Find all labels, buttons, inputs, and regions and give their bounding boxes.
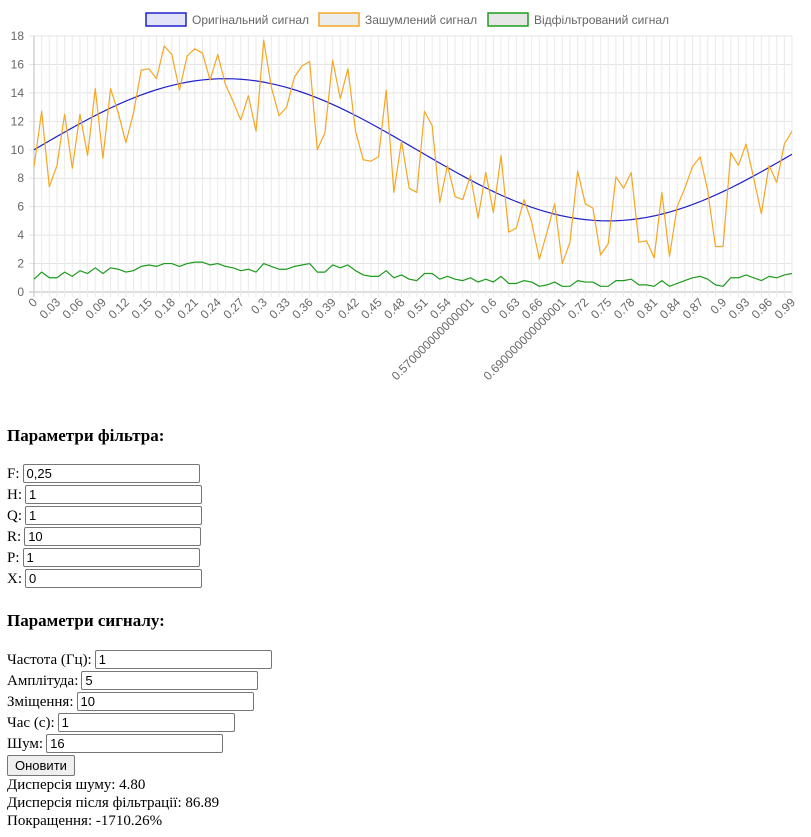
y-tick-label: 12 (11, 114, 25, 128)
offset-input[interactable] (76, 692, 254, 711)
chart-series (33, 39, 793, 287)
y-tick-label: 16 (11, 57, 25, 71)
signal-field-time: Час (с): (7, 713, 235, 734)
legend-label: Відфільтрований сигнал (534, 13, 669, 27)
x-tick-label: 0.78 (611, 295, 638, 322)
x-tick-label: 0.6 (478, 295, 500, 317)
series-line-1 (33, 39, 793, 265)
y-tick-label: 0 (17, 285, 24, 299)
x-tick-label: 0.63 (496, 295, 523, 322)
legend-item-0[interactable]: Оригінальний сигнал (145, 12, 309, 27)
legend-item-2[interactable]: Відфільтрований сигнал (487, 12, 669, 27)
time-label: Час (с): (7, 715, 55, 731)
offset-label: Зміщення: (7, 694, 74, 710)
x-tick-label: 0.12 (106, 295, 133, 322)
x-tick-label: 0.36 (289, 295, 316, 322)
x-tick-label: 0.96 (749, 295, 776, 322)
filter-field-f: F: (7, 464, 200, 485)
filtered-variance-text: Дисперсія після фільтрації: 86.89 (7, 795, 220, 811)
time-input[interactable] (57, 713, 235, 732)
x-tick-label: 0.33 (266, 295, 293, 322)
filter-field-h: H: (7, 485, 202, 506)
amplitude-input[interactable] (81, 671, 259, 690)
signal-field-noise: Шум: (7, 734, 224, 755)
improvement-text: Покращення: -1710.26% (7, 813, 163, 829)
x-tick-label: 0.45 (358, 295, 385, 322)
x-tick-label: 0.48 (381, 295, 408, 322)
filter-x-input[interactable] (25, 569, 202, 588)
filter-q-input[interactable] (25, 506, 202, 525)
x-tick-label: 0.9 (708, 295, 730, 317)
filter-f-input[interactable] (22, 464, 200, 483)
filter-r-label: R: (7, 529, 22, 545)
y-tick-label: 2 (17, 257, 24, 271)
legend-swatch (145, 12, 187, 27)
filter-field-p: P: (7, 548, 200, 569)
x-tick-label: 0.15 (129, 295, 156, 322)
legend-swatch (318, 12, 360, 27)
frequency-input[interactable] (94, 650, 272, 669)
noise-input[interactable] (46, 734, 224, 753)
chart-grid (29, 35, 793, 297)
filter-f-label: F: (7, 466, 20, 482)
filter-params-title: Параметри фільтра: (7, 426, 165, 445)
x-tick-label: 0.99 (772, 295, 799, 322)
signal-field-frequency: Частота (Гц): (7, 650, 272, 671)
y-tick-label: 18 (11, 29, 25, 43)
update-button[interactable]: Оновити (7, 755, 75, 776)
x-tick-label: 0 (25, 295, 40, 310)
filter-h-input[interactable] (25, 485, 202, 504)
series-line-2 (33, 261, 793, 287)
x-tick-label: 0.09 (83, 295, 110, 322)
noise-variance-text: Дисперсія шуму: 4.80 (7, 777, 146, 793)
legend-swatch (487, 12, 529, 27)
x-axis-ticks: 00.030.060.090.120.150.180.210.240.27 0.3… (25, 295, 798, 383)
x-tick-label: 0.84 (657, 295, 684, 322)
signal-field-offset: Зміщення: (7, 692, 254, 713)
filter-p-label: P: (7, 550, 20, 566)
filter-p-input[interactable] (22, 548, 200, 567)
x-tick-label: 0.06 (60, 295, 87, 322)
filter-r-input[interactable] (24, 527, 202, 546)
filter-field-r: R: (7, 527, 202, 548)
x-tick-label: 0.27 (220, 295, 247, 322)
y-axis-ticks: 0 2 4 6 8 10 12 14 16 18 (11, 29, 25, 299)
filter-field-x: X: (7, 569, 202, 590)
legend-label: Зашумлений сигнал (365, 13, 477, 27)
noise-label: Шум: (7, 736, 44, 752)
x-tick-label: 0.24 (197, 295, 224, 322)
filter-h-label: H: (7, 487, 22, 503)
x-tick-label: 0.3 (248, 295, 270, 317)
x-tick-label: 0.18 (152, 295, 179, 322)
chart-legend[interactable]: Оригінальний сигнал Зашумлений сигнал Відф… (145, 12, 669, 27)
x-tick-label: 0.21 (174, 295, 201, 322)
y-tick-label: 14 (11, 86, 25, 100)
signal-chart: Оригінальний сигнал Зашумлений сигнал Відф… (11, 12, 798, 383)
y-tick-label: 10 (11, 143, 25, 157)
y-tick-label: 4 (17, 228, 24, 242)
x-tick-label: 0.75 (588, 295, 615, 322)
series-line-0 (33, 78, 793, 222)
legend-label: Оригінальний сигнал (192, 13, 309, 27)
x-tick-label: 0.42 (335, 295, 362, 322)
x-tick-label: 0.39 (312, 295, 339, 322)
x-tick-label: 0.51 (404, 295, 431, 322)
x-tick-label: 0.72 (565, 295, 592, 322)
signal-params-title: Параметри сигналу: (7, 611, 165, 630)
x-tick-label: 0.87 (680, 295, 707, 322)
filter-x-label: X: (7, 571, 22, 587)
x-tick-label: 0.81 (634, 295, 661, 322)
filter-q-label: Q: (7, 508, 22, 524)
y-tick-label: 8 (17, 171, 24, 185)
amplitude-label: Амплітуда: (7, 673, 79, 689)
frequency-label: Частота (Гц): (7, 652, 92, 668)
x-tick-label: 0.93 (726, 295, 753, 322)
filter-field-q: Q: (7, 506, 202, 527)
y-tick-label: 6 (17, 200, 24, 214)
signal-field-amplitude: Амплітуда: (7, 671, 259, 692)
x-tick-label: 0.03 (37, 295, 64, 322)
legend-item-1[interactable]: Зашумлений сигнал (318, 12, 477, 27)
